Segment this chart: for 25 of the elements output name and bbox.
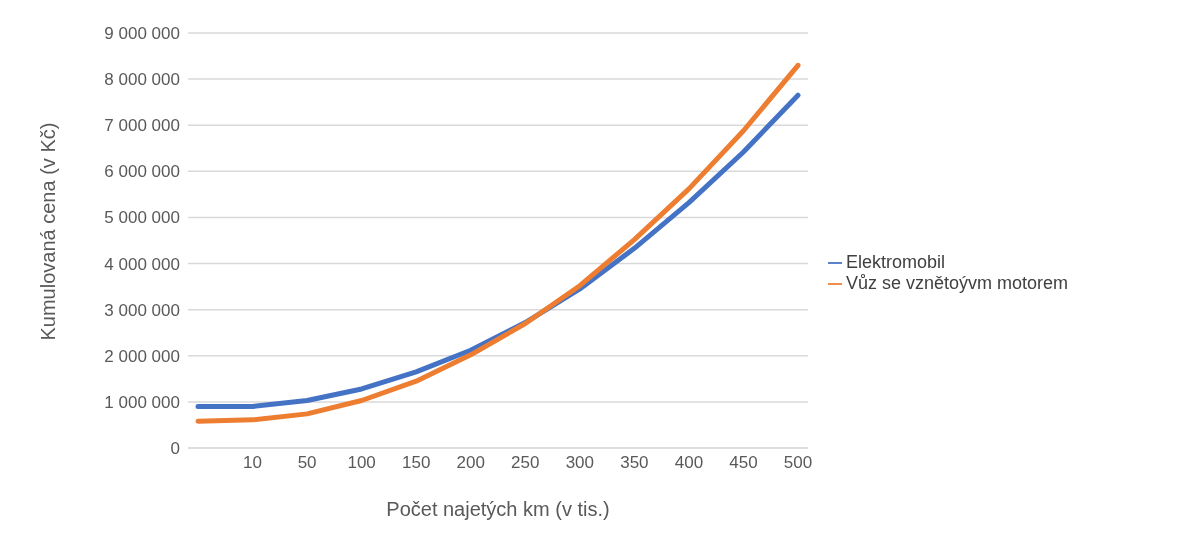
y-tick-label: 0: [170, 439, 180, 459]
x-tick-label: 150: [401, 453, 431, 473]
x-tick-label: 100: [347, 453, 376, 473]
y-tick-label: 5 000 000: [104, 208, 180, 228]
x-tick-label: 450: [729, 453, 758, 473]
legend-label: Vůz se vznětoývm motorem: [846, 273, 1069, 293]
x-tick-label: 50: [297, 453, 317, 473]
y-tick-label: 6 000 000: [104, 162, 180, 182]
y-tick-label: 4 000 000: [104, 254, 180, 274]
y-tick-label: 2 000 000: [104, 346, 180, 366]
y-axis-title: Kumulovaná cena (v Kč): [37, 122, 60, 341]
legend-label: Elektromobil: [846, 252, 946, 272]
y-tick-label: 3 000 000: [104, 300, 180, 320]
x-tick-label: 500: [783, 453, 813, 473]
y-tick-label: 1 000 000: [104, 392, 180, 412]
x-tick-label: 10: [243, 453, 263, 473]
x-axis-title: Počet najetých km (v tis.): [386, 498, 610, 520]
x-tick-label: 400: [674, 453, 704, 473]
y-tick-label: 8 000 000: [104, 70, 180, 90]
x-tick-label: 250: [511, 453, 540, 473]
y-tick-label: 7 000 000: [104, 116, 180, 136]
x-tick-label: 300: [565, 453, 595, 473]
x-tick-label: 350: [620, 453, 649, 473]
y-tick-label: 9 000 000: [104, 24, 180, 44]
x-tick-label: 200: [456, 453, 485, 473]
